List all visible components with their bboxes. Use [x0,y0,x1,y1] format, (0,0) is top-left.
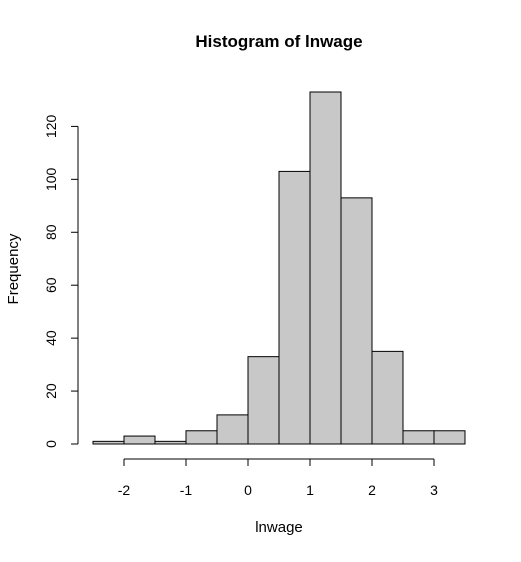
histogram-bar [340,197,373,445]
chart-title: Histogram of lnwage [195,32,362,51]
y-tick-label: 120 [43,115,59,139]
x-tick-label: 1 [306,482,314,498]
histogram-bar [402,430,435,445]
y-tick-label: 0 [43,440,59,448]
y-tick-label: 40 [43,330,59,346]
histogram-bar [278,170,311,445]
x-axis: -2 -1 0 1 2 3 [118,458,438,498]
histogram-bar [185,430,218,445]
y-axis: 0 20 40 60 80 100 120 [43,115,79,448]
histogram-bar [309,91,342,445]
bars-group [92,91,466,445]
x-tick-label: 3 [430,482,438,498]
x-tick-label: -2 [118,482,131,498]
x-tick-label: 2 [368,482,376,498]
histogram-bar [433,430,466,445]
y-tick-label: 80 [43,224,59,240]
y-tick-label: 20 [43,383,59,399]
y-tick-label: 100 [43,167,59,191]
histogram-bar [371,350,404,445]
histogram-bar [247,356,280,445]
histogram-bar [216,414,249,445]
y-axis-label: Frequency [5,233,22,304]
histogram-bar [123,435,156,445]
x-tick-label: 0 [244,482,252,498]
x-tick-label: -1 [180,482,193,498]
x-axis-label: lnwage [255,519,303,536]
histogram-bar [92,440,125,445]
y-tick-label: 60 [43,277,59,293]
histogram-bar [154,440,187,445]
